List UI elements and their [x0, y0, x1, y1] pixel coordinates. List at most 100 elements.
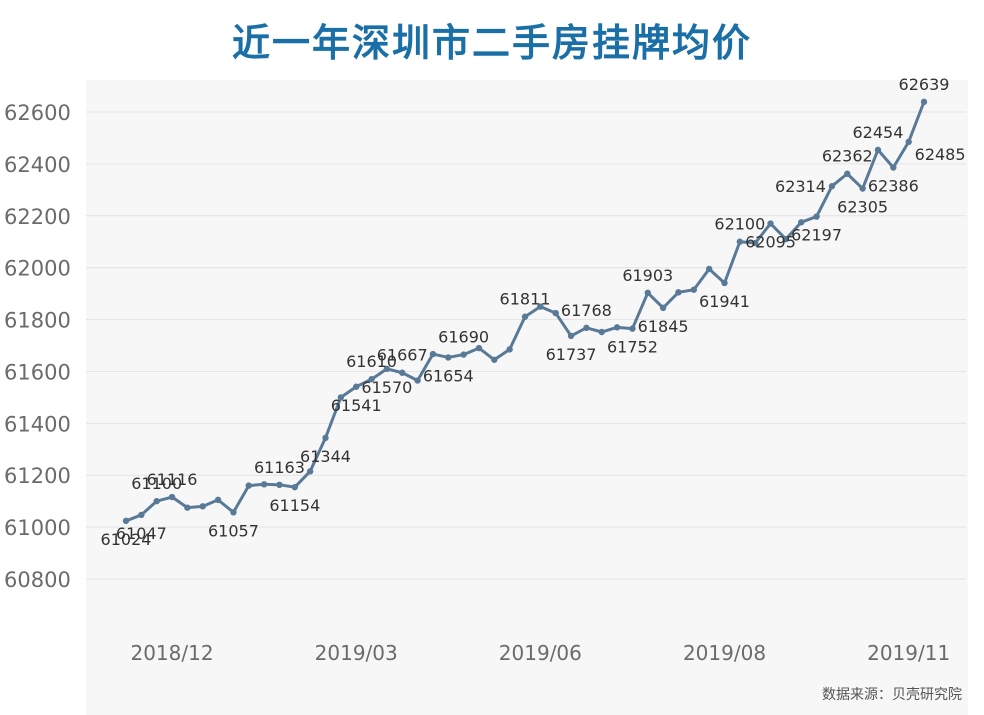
data-point — [260, 481, 268, 488]
data-label: 61570 — [361, 378, 412, 397]
data-point — [153, 497, 160, 505]
data-label: 62386 — [868, 177, 919, 196]
x-tick-label: 2019/11 — [867, 641, 950, 665]
data-point — [905, 138, 912, 146]
data-point — [460, 351, 467, 358]
data-label: 61690 — [438, 328, 489, 347]
y-tick-label: 62000 — [4, 257, 71, 281]
data-label: 62095 — [745, 233, 796, 252]
data-point — [751, 239, 759, 247]
data-label: 61047 — [116, 524, 167, 543]
data-point — [276, 481, 283, 489]
data-label: 61154 — [269, 496, 320, 515]
x-tick-label: 2018/12 — [130, 641, 213, 665]
y-tick-label: 62400 — [4, 153, 71, 177]
y-tick-label: 61800 — [4, 309, 71, 333]
data-label: 61737 — [546, 345, 597, 364]
data-point — [828, 183, 836, 190]
data-point — [506, 346, 513, 353]
data-label: 61116 — [147, 470, 198, 489]
data-point — [122, 517, 130, 525]
y-tick-label: 61400 — [4, 412, 71, 436]
data-point — [306, 468, 314, 475]
data-point — [782, 235, 790, 243]
data-point — [920, 98, 928, 106]
data-label: 62454 — [853, 123, 904, 142]
data-point — [322, 434, 329, 442]
data-point — [890, 164, 897, 171]
data-point — [184, 504, 191, 511]
data-point — [168, 493, 176, 501]
x-tick-label: 2019/08 — [683, 641, 766, 665]
data-label: 61941 — [699, 292, 750, 311]
data-point — [598, 328, 605, 336]
data-label: 61024 — [101, 530, 152, 549]
x-tick-label: 2019/06 — [499, 641, 582, 665]
data-point — [491, 356, 498, 363]
series-line — [124, 100, 926, 523]
data-point — [721, 279, 728, 287]
data-point — [859, 185, 866, 192]
data-label: 61057 — [208, 521, 259, 540]
data-label: 61845 — [638, 317, 689, 336]
data-label: 61100 — [131, 474, 182, 493]
y-tick-label: 61000 — [4, 516, 71, 540]
data-point — [352, 383, 360, 390]
data-point — [844, 170, 851, 177]
data-point — [475, 344, 483, 352]
source-note: 数据来源：贝壳研究院 — [822, 687, 962, 703]
data-label: 62639 — [899, 75, 950, 94]
data-point — [552, 309, 559, 317]
data-point — [767, 220, 774, 227]
y-tick-label: 61200 — [4, 464, 71, 488]
data-point — [138, 511, 145, 519]
data-point — [399, 369, 406, 376]
data-label: 62305 — [837, 198, 888, 217]
data-label: 61654 — [423, 366, 474, 385]
data-label: 62100 — [714, 215, 765, 234]
data-point — [429, 350, 437, 358]
data-point — [613, 324, 621, 331]
data-label: 62362 — [822, 147, 873, 166]
data-point — [690, 286, 698, 293]
data-point — [445, 354, 452, 361]
plot-background — [86, 80, 968, 715]
data-point — [383, 365, 391, 373]
data-point — [567, 332, 575, 340]
y-tick-label: 62200 — [4, 205, 71, 229]
data-point — [537, 303, 544, 310]
data-label: 61541 — [331, 396, 382, 415]
y-tick-label: 62600 — [4, 101, 71, 125]
y-tick-label: 61600 — [4, 360, 71, 384]
data-label: 61667 — [377, 346, 428, 365]
data-point — [675, 289, 682, 296]
data-point — [245, 482, 252, 489]
data-point — [798, 219, 805, 226]
chart-title: 近一年深圳市二手房挂牌均价 — [231, 21, 752, 65]
data-point — [368, 376, 375, 383]
data-point — [521, 313, 529, 320]
data-label: 61768 — [561, 301, 612, 320]
data-label: 62485 — [915, 145, 966, 164]
x-tick-label: 2019/03 — [315, 641, 398, 665]
data-point — [644, 289, 651, 297]
data-label: 61344 — [300, 447, 351, 466]
data-point — [705, 265, 713, 273]
data-point — [659, 304, 667, 312]
data-label: 62197 — [791, 226, 842, 245]
data-point — [583, 324, 590, 332]
y-tick-label: 60800 — [4, 568, 71, 592]
data-point — [813, 213, 820, 220]
data-label: 61610 — [346, 352, 397, 371]
data-point — [874, 146, 882, 154]
data-point — [291, 483, 299, 491]
data-point — [629, 325, 636, 332]
data-label: 61163 — [254, 458, 305, 477]
data-label: 61903 — [622, 266, 673, 285]
data-point — [214, 496, 222, 504]
data-label: 61752 — [607, 338, 658, 357]
data-point — [414, 377, 421, 384]
data-point — [337, 394, 345, 401]
data-point — [230, 509, 237, 516]
